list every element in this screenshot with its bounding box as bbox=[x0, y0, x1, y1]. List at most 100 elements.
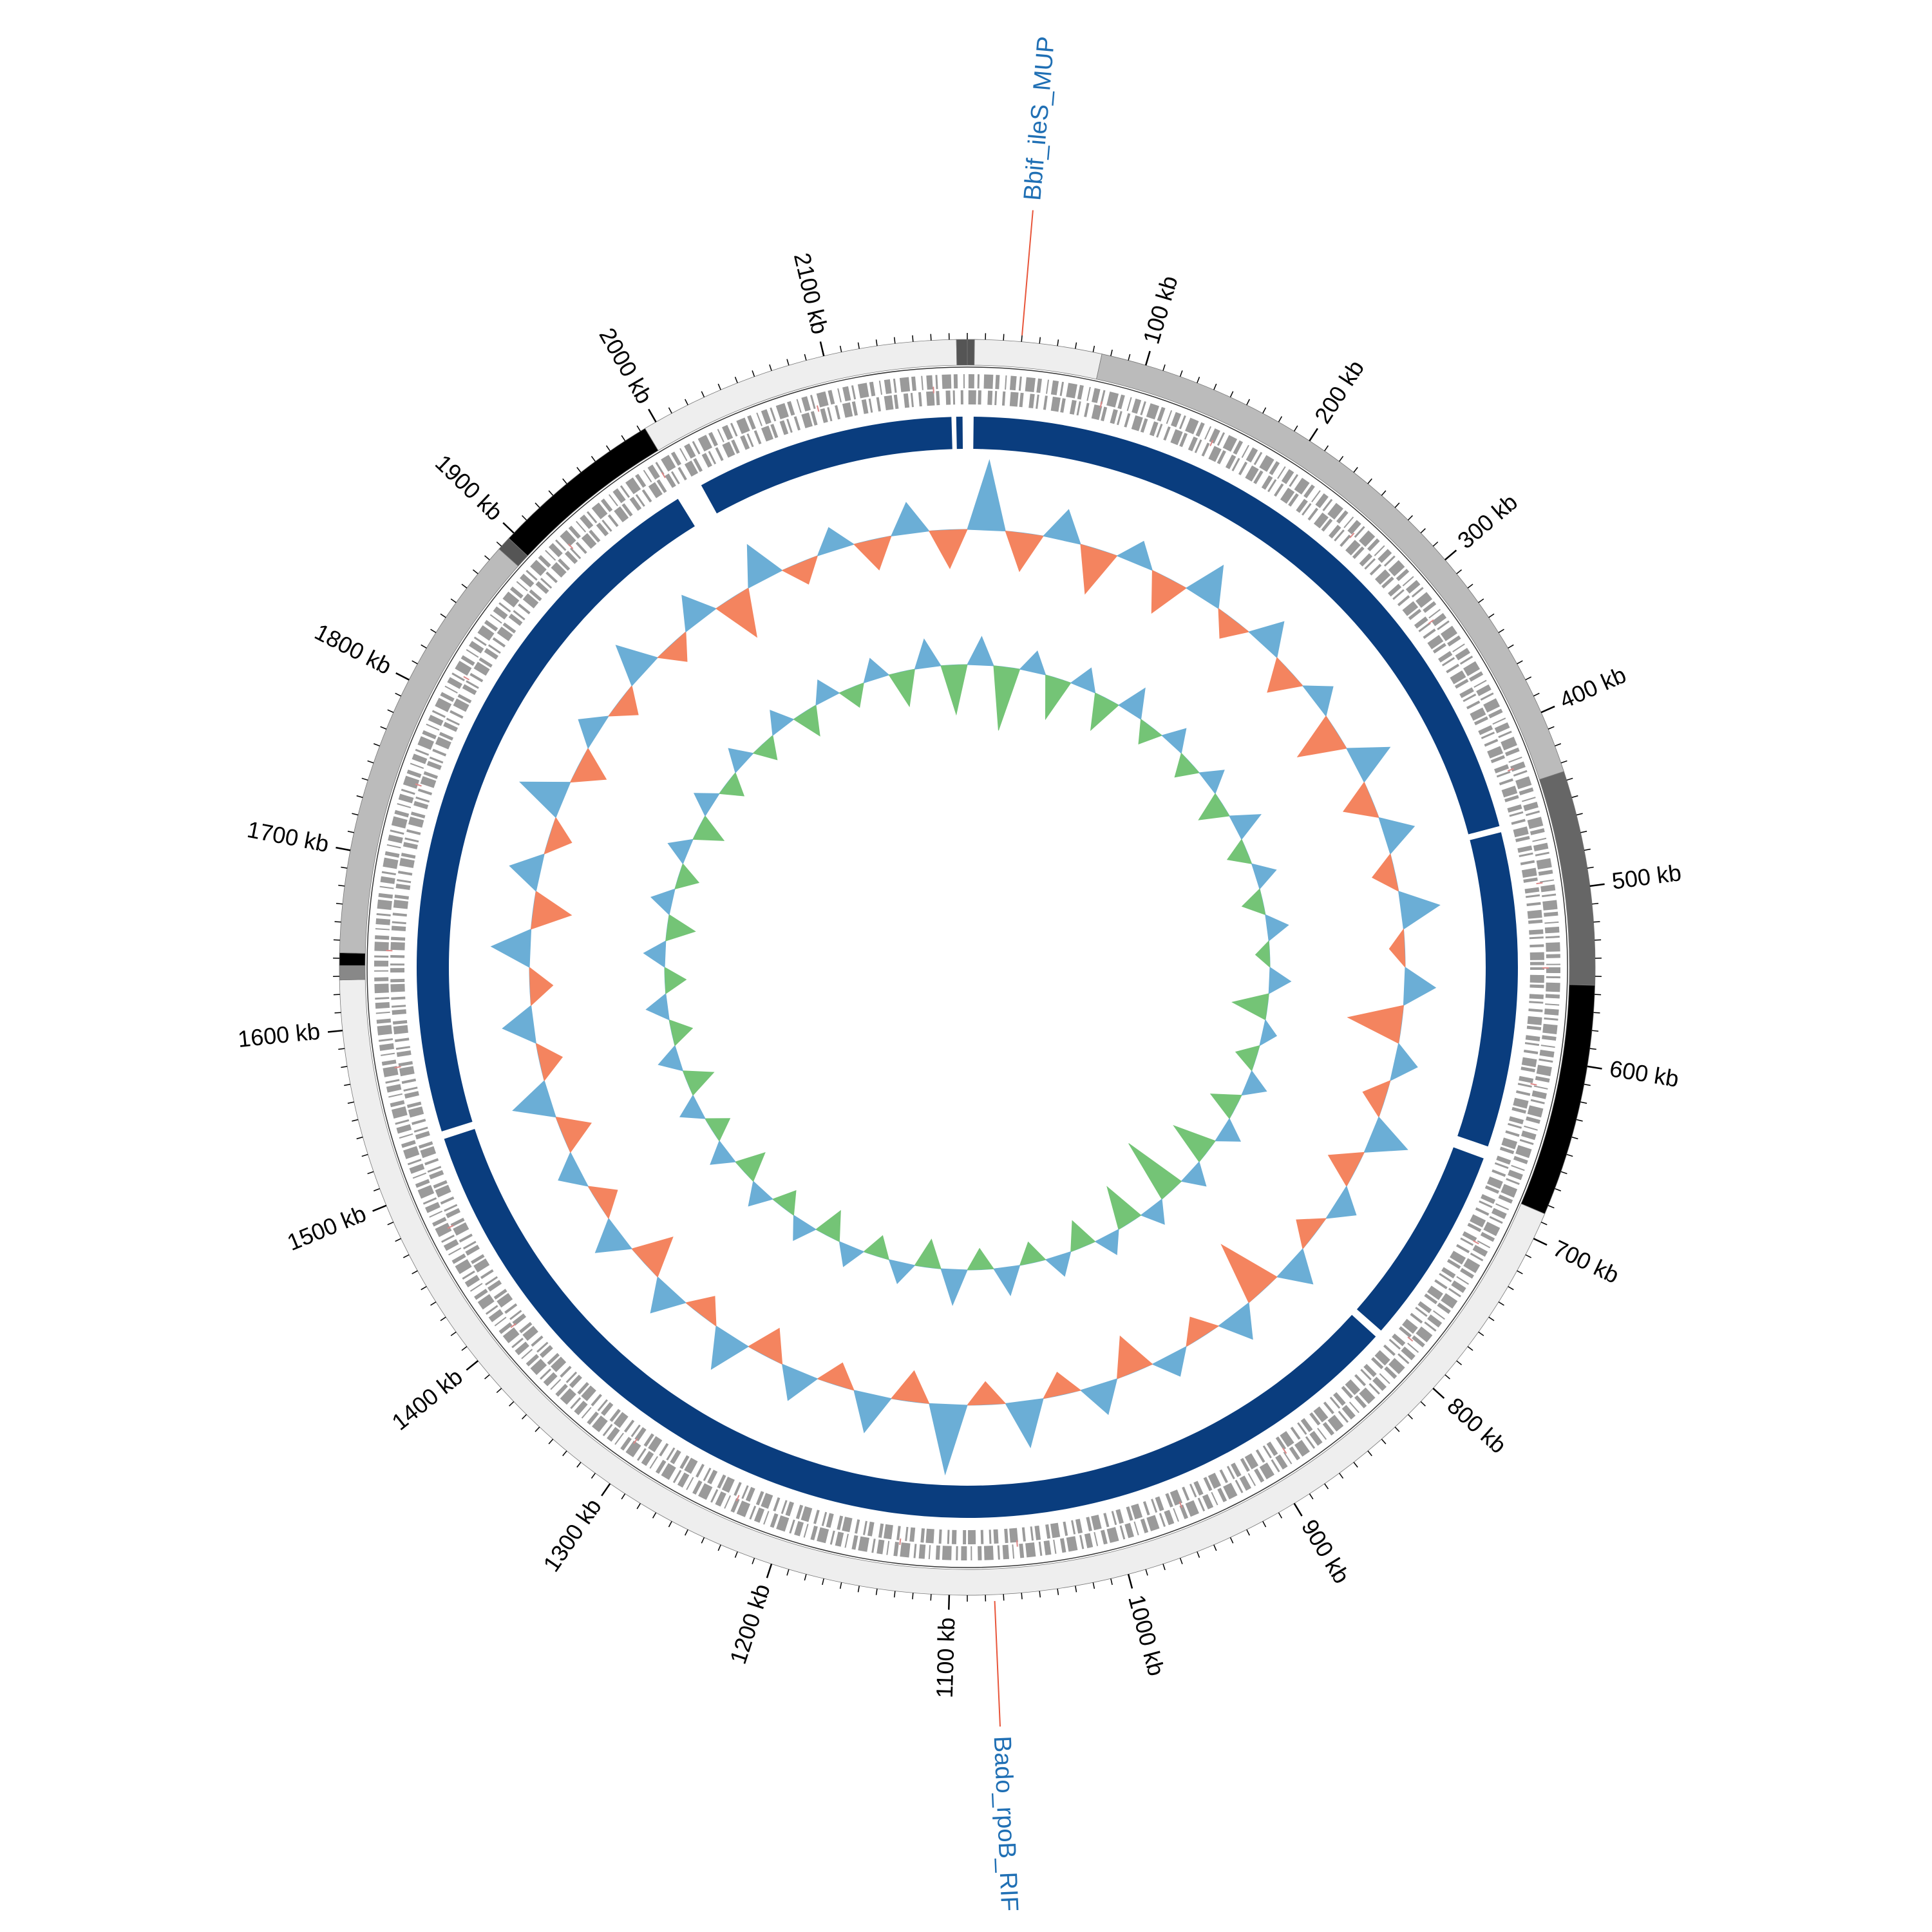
track-spike bbox=[728, 748, 754, 773]
minor-tick bbox=[857, 342, 860, 349]
minor-tick bbox=[1021, 1593, 1023, 1600]
track-spike bbox=[1116, 540, 1153, 571]
minor-tick bbox=[591, 1473, 596, 1479]
track-spike bbox=[1231, 993, 1269, 1021]
minor-tick bbox=[1293, 425, 1298, 431]
major-tick bbox=[1540, 705, 1555, 714]
contig bbox=[967, 339, 975, 366]
track-spike bbox=[665, 914, 696, 942]
minor-tick bbox=[1589, 1048, 1596, 1050]
track-spike bbox=[519, 781, 571, 819]
minor-tick bbox=[822, 1578, 824, 1586]
minor-tick bbox=[857, 1586, 860, 1593]
track-spike bbox=[529, 966, 554, 1007]
minor-tick bbox=[1407, 515, 1413, 521]
minor-tick bbox=[1576, 1119, 1583, 1122]
track-spike bbox=[650, 1276, 687, 1314]
minor-tick bbox=[1353, 467, 1358, 473]
track-spike bbox=[1325, 1185, 1357, 1219]
minor-tick bbox=[1394, 1426, 1400, 1432]
tick-label: 1600 kb bbox=[236, 1018, 321, 1052]
gene-highlight bbox=[386, 386, 1549, 1549]
track-spike bbox=[1268, 967, 1292, 994]
track-spike bbox=[1267, 657, 1303, 693]
track-spike bbox=[891, 502, 930, 536]
minor-tick bbox=[1057, 339, 1059, 346]
alignment-block bbox=[956, 417, 963, 450]
track-spike bbox=[781, 1363, 819, 1401]
annotation-label: Bado_rpoB_RIF bbox=[989, 1736, 1023, 1912]
minor-tick bbox=[1508, 1285, 1514, 1291]
minor-tick bbox=[717, 1544, 721, 1551]
minor-tick bbox=[440, 1316, 446, 1321]
major-tick bbox=[1533, 1238, 1548, 1246]
track-spike bbox=[1151, 1345, 1187, 1377]
major-tick bbox=[1587, 1065, 1602, 1070]
track-spike bbox=[535, 1043, 564, 1082]
track-spike bbox=[715, 587, 758, 638]
minor-tick bbox=[636, 425, 641, 431]
annotation-line bbox=[994, 1601, 1001, 1727]
minor-tick bbox=[1580, 1101, 1587, 1104]
minor-tick bbox=[373, 1188, 380, 1191]
track-spike bbox=[772, 1189, 797, 1216]
track-spike bbox=[1094, 1229, 1119, 1256]
track-spike bbox=[692, 815, 725, 841]
minor-tick bbox=[1548, 1205, 1555, 1209]
tick-label: 500 kb bbox=[1610, 859, 1682, 895]
minor-tick bbox=[347, 1101, 354, 1104]
minor-tick bbox=[1508, 644, 1514, 649]
track-spike bbox=[509, 853, 545, 892]
major-tick bbox=[395, 672, 410, 681]
minor-tick bbox=[1525, 676, 1532, 681]
track-spike bbox=[544, 817, 573, 855]
minor-tick bbox=[685, 399, 688, 406]
minor-tick bbox=[367, 760, 374, 764]
track-spike bbox=[815, 679, 840, 706]
minor-tick bbox=[804, 354, 807, 361]
tick-label: 2000 kb bbox=[594, 323, 658, 408]
track-spike bbox=[1347, 1005, 1404, 1044]
minor-tick bbox=[461, 1346, 468, 1351]
minor-tick bbox=[875, 1588, 878, 1595]
track-spike bbox=[1128, 1143, 1182, 1200]
minor-tick bbox=[347, 830, 354, 833]
track-spike bbox=[615, 645, 659, 687]
track-spike bbox=[558, 1151, 589, 1187]
major-tick bbox=[601, 1483, 611, 1497]
gene-strand-reverse bbox=[390, 390, 1544, 1544]
tick-label: 1700 kb bbox=[245, 816, 332, 857]
tick-label: 200 kb bbox=[1309, 355, 1369, 428]
minor-tick bbox=[1517, 1270, 1523, 1274]
minor-tick bbox=[839, 1582, 842, 1589]
tick-label: 1000 kb bbox=[1123, 1592, 1170, 1678]
tick-label: 1900 kb bbox=[430, 450, 508, 526]
minor-tick bbox=[1593, 1012, 1600, 1014]
track-spike bbox=[1005, 530, 1044, 573]
minor-tick bbox=[1110, 1578, 1113, 1586]
minor-tick bbox=[341, 866, 348, 869]
minor-tick bbox=[1229, 391, 1234, 398]
minor-tick bbox=[1488, 1316, 1495, 1321]
minor-tick bbox=[1003, 1594, 1005, 1601]
minor-tick bbox=[1075, 342, 1077, 349]
track-spike bbox=[664, 967, 687, 994]
track-spike bbox=[719, 772, 745, 797]
minor-tick bbox=[1110, 349, 1113, 356]
track-spike bbox=[502, 1005, 536, 1044]
minor-tick bbox=[496, 1388, 502, 1394]
minor-tick bbox=[701, 1537, 705, 1544]
minor-tick bbox=[1456, 1360, 1463, 1365]
minor-tick bbox=[341, 1066, 348, 1068]
track-spike bbox=[914, 638, 942, 670]
track-spike bbox=[748, 1180, 773, 1207]
minor-tick bbox=[402, 1254, 410, 1258]
major-tick bbox=[1144, 350, 1151, 366]
minor-tick bbox=[1525, 1254, 1532, 1258]
minor-tick bbox=[1039, 1591, 1041, 1598]
track-baseline bbox=[664, 664, 1271, 1271]
minor-tick bbox=[1092, 345, 1095, 352]
minor-tick bbox=[450, 1331, 457, 1336]
minor-tick bbox=[412, 1270, 418, 1274]
track-spike bbox=[1302, 685, 1334, 717]
